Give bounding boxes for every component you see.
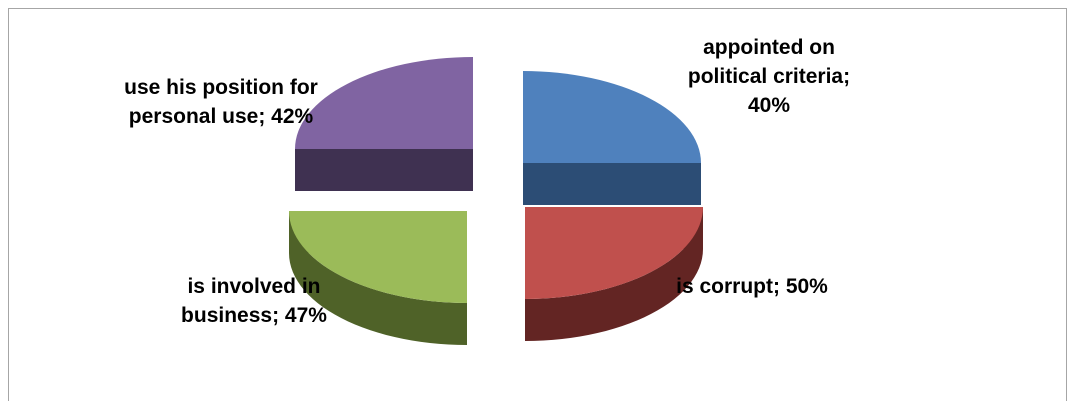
pie-slice-appointed [523, 71, 701, 205]
pie-chart [289, 57, 703, 345]
slice-label-business: is involved in business; 47% [181, 275, 327, 327]
chart-area: appointed on political criteria; 40% is … [8, 8, 1067, 401]
pie-slice-corrupt [525, 207, 703, 341]
pie-slice-business [289, 211, 467, 345]
slice-label-appointed: appointed on political criteria; 40% [687, 36, 851, 117]
pie-slice-personal-use [295, 57, 473, 191]
slice-label-corrupt: is corrupt; 50% [676, 275, 828, 298]
slice-label-personal-use: use his position for personal use; 42% [124, 76, 318, 128]
